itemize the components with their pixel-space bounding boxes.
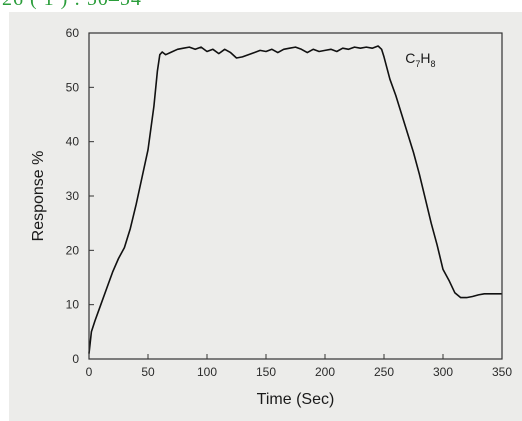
series-line (88, 45, 502, 354)
annotation-element-h: H (420, 50, 430, 66)
journal-reference: 26 ( 1 ) : 50–54 (2, 0, 142, 11)
x-tick-label: 300 (433, 365, 453, 379)
x-tick-label: 350 (492, 365, 512, 379)
annotation-sub-7: 7 (415, 59, 420, 69)
y-tick-label: 50 (66, 80, 80, 94)
x-tick-label: 50 (141, 365, 155, 379)
x-tick-label: 100 (197, 365, 217, 379)
x-tick-label: 200 (315, 365, 335, 379)
series-annotation: C7H8 (405, 50, 435, 69)
y-axis-title: Response % (30, 151, 47, 242)
plot-frame (88, 32, 503, 360)
y-tick-label: 10 (66, 298, 80, 312)
annotation-sub-8: 8 (431, 59, 436, 69)
y-tick-label: 40 (66, 135, 80, 149)
x-axis-title: Time (Sec) (257, 391, 335, 408)
y-axis-ticks: 0 10 20 30 40 50 60 (66, 26, 94, 366)
x-axis-ticks: 0 50 100 150 200 250 300 350 (86, 354, 512, 379)
x-tick-label: 250 (374, 365, 394, 379)
y-tick-label: 20 (66, 243, 80, 257)
figure-panel (9, 12, 522, 421)
header-strip: 26 ( 1 ) : 50–54 (0, 0, 522, 12)
y-tick-label: 60 (66, 26, 80, 40)
x-tick-label: 0 (86, 365, 93, 379)
y-tick-label: 30 (66, 189, 80, 203)
y-tick-label: 0 (72, 352, 79, 366)
x-tick-label: 150 (256, 365, 276, 379)
annotation-element-c: C (405, 50, 415, 66)
